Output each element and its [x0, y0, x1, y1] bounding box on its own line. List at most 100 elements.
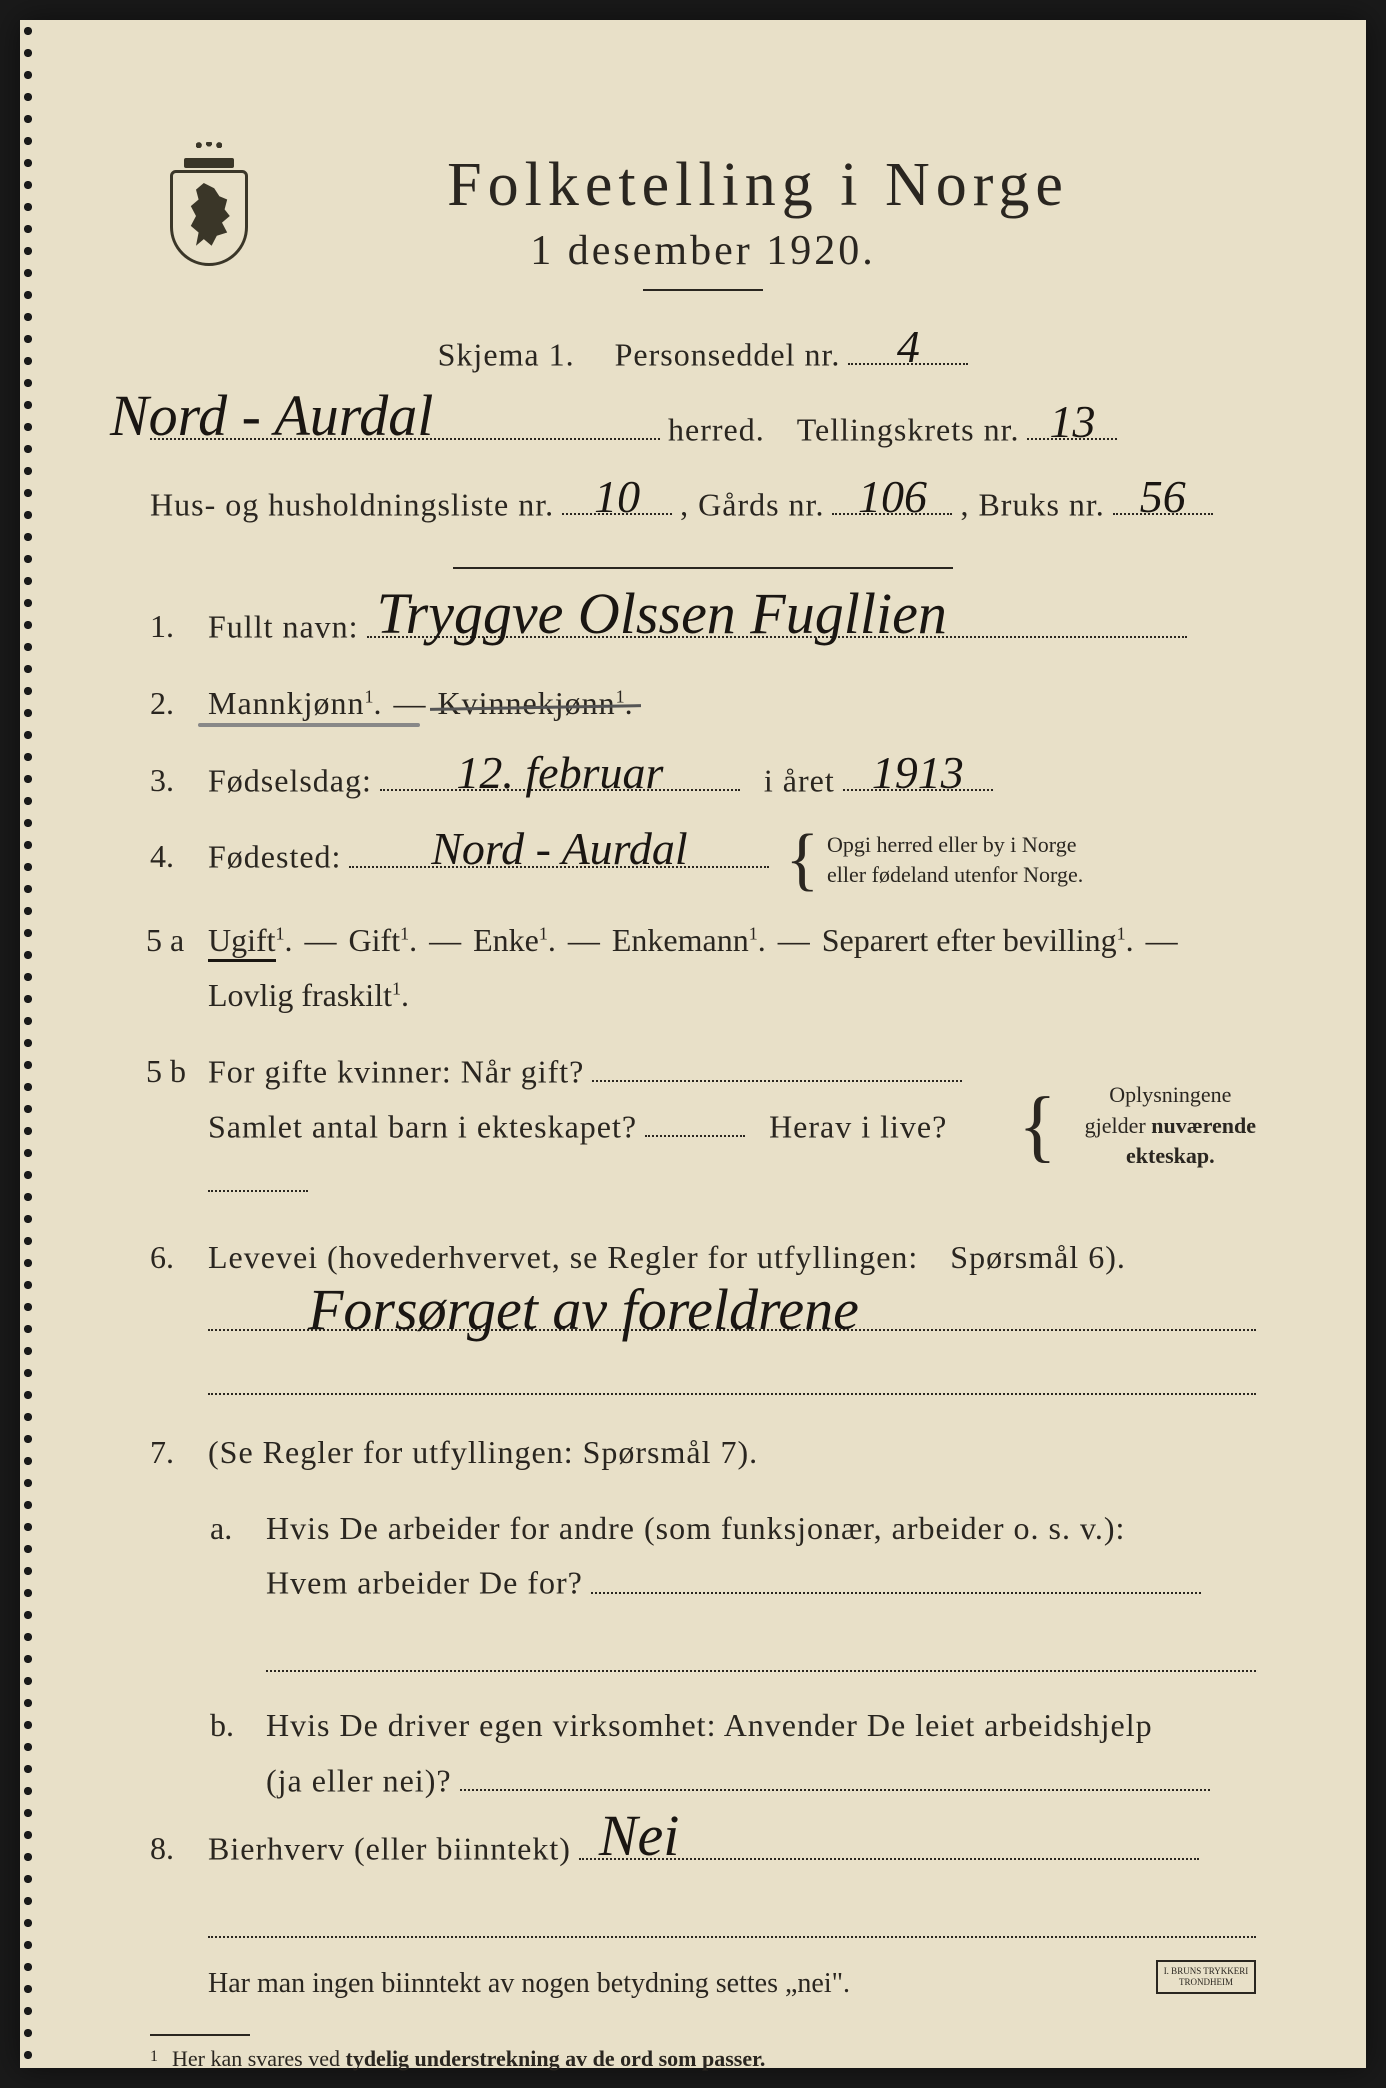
q5b-num: 5 b [146, 1044, 186, 1098]
q7a-num: a. [210, 1501, 232, 1555]
q1-row: 1. Fullt navn: Tryggve Olssen Fugllien [150, 599, 1256, 654]
q3-label: Fødselsdag: [208, 762, 372, 798]
q7-label: (Se Regler for utfyllingen: Spørsmål 7). [208, 1434, 758, 1470]
q8-row: 8. Bierhverv (eller biinntekt) Nei [150, 1821, 1256, 1938]
q4-label: Fødested: [208, 839, 341, 875]
q2-kvinne-struck: Kvinnekjønn1. [438, 685, 633, 721]
label-bruks: , Bruks nr. [960, 486, 1104, 522]
q3-label-year: i året [764, 762, 835, 798]
q2-dash: — [394, 685, 434, 721]
brace-icon: { [785, 832, 819, 888]
q4-num: 4. [150, 829, 174, 883]
footnote-num: 1 [150, 2048, 158, 2066]
q7b-row: b. Hvis De driver egen virksomhet: Anven… [150, 1698, 1256, 1807]
field-birth-year: 1913 [843, 753, 993, 791]
q2-opt-kvinne: Kvinnekjønn [438, 685, 616, 721]
value-personseddel-nr: 4 [848, 326, 968, 367]
value-birthplace: Nord - Aurdal [349, 828, 769, 869]
q7b-num: b. [210, 1698, 234, 1752]
brace-icon: { [1018, 1094, 1056, 1158]
section-divider [453, 567, 953, 569]
q3-num: 3. [150, 753, 174, 807]
q5b-hint-1: Oplysningene [1109, 1082, 1231, 1107]
q7a-text2: Hvem arbeider De for? [266, 1565, 583, 1601]
q7b-text2: (ja eller nei)? [266, 1762, 452, 1798]
q7-row: 7. (Se Regler for utfyllingen: Spørsmål … [150, 1425, 1256, 1479]
field-secondary-occupation: Nei [579, 1821, 1199, 1859]
q5b-hint-3: ekteskap. [1126, 1143, 1215, 1168]
q5b-label-herav: Herav i live? [769, 1108, 947, 1144]
value-tellingskrets-nr: 13 [1027, 401, 1117, 442]
q8-num: 8. [150, 1821, 174, 1875]
form-subtitle: 1 desember 1920. [150, 227, 1256, 275]
field-full-name: Tryggve Olssen Fugllien [367, 599, 1187, 637]
footnote-pre: Her kan svares ved [172, 2046, 346, 2071]
field-tellingskrets-nr: 13 [1027, 402, 1117, 440]
q4-hint: { Opgi herred eller by i Norge eller fød… [777, 830, 1083, 892]
value-herred-name: Nord - Aurdal [110, 390, 660, 442]
label-hus: Hus- og husholdningsliste nr. [150, 486, 554, 522]
stamp-line2: TRONDHEIM [1179, 1977, 1233, 1987]
q5b-row: 5 b For gifte kvinner: Når gift? Samlet … [150, 1044, 1256, 1208]
field-gards-nr: 106 [832, 477, 952, 515]
q5b-label-gifte: For gifte kvinner: Når gift? [208, 1053, 584, 1089]
footnote-divider [150, 2034, 250, 2036]
q8-label: Bierhverv (eller biinntekt) [208, 1831, 571, 1867]
q1-label: Fullt navn: [208, 609, 359, 645]
q5a-num: 5 a [146, 913, 184, 967]
footnote-bold: tydelig understrekning av de ord som pas… [346, 2046, 766, 2071]
footnote: 1 Her kan svares ved tydelig understrekn… [150, 2046, 1256, 2072]
title-divider [643, 289, 763, 291]
field-hus-nr: 10 [562, 477, 672, 515]
field-herred-name: Nord - Aurdal [150, 402, 660, 440]
field-employer-2 [266, 1632, 1256, 1672]
value-bruks-nr: 56 [1113, 476, 1213, 517]
form-title: Folketelling i Norge [150, 150, 1256, 221]
q5a-row: 5 a Ugift1. — Gift1. — Enke1. — Enkemann… [150, 913, 1256, 1022]
row-skjema: Skjema 1. Personseddel nr. 4 [150, 327, 1256, 382]
field-secondary-2 [208, 1898, 1256, 1938]
q7b-text1: Hvis De driver egen virksomhet: Anvender… [266, 1707, 1153, 1743]
q7-num: 7. [150, 1425, 174, 1479]
value-gards-nr: 106 [832, 476, 952, 517]
q5b-hint-2: gjelder nuværende [1085, 1113, 1256, 1138]
q7a-row: a. Hvis De arbeider for andre (som funks… [150, 1501, 1256, 1672]
label-personseddel: Personseddel nr. [615, 336, 841, 372]
coat-of-arms-icon [164, 142, 254, 272]
field-children-alive [208, 1153, 308, 1191]
value-occupation: Forsørget av foreldrene [308, 1284, 859, 1336]
field-hired-help [460, 1753, 1210, 1791]
stamp-line1: I. BRUNS TRYKKERI [1164, 1966, 1249, 1976]
q4-row: 4. Fødested: Nord - Aurdal { Opgi herred… [150, 829, 1256, 891]
value-full-name: Tryggve Olssen Fugllien [377, 588, 1187, 640]
q7a-text1: Hvis De arbeider for andre (som funksjon… [266, 1510, 1125, 1546]
value-birth-day: 12. februar [380, 752, 740, 793]
label-tellingskrets: Tellingskrets nr. [797, 411, 1020, 447]
form-header: Folketelling i Norge 1 desember 1920. [150, 150, 1256, 291]
q5a-ugift-selected: Ugift [208, 922, 276, 962]
field-birthplace: Nord - Aurdal [349, 829, 769, 867]
value-secondary-occupation: Nei [599, 1810, 1199, 1862]
field-occupation-2 [208, 1355, 1256, 1395]
q6-row: 6. Levevei (hovederhvervet, se Regler fo… [150, 1230, 1256, 1394]
q3-row: 3. Fødselsdag: 12. februar i året 1913 [150, 753, 1256, 808]
row-hus: Hus- og husholdningsliste nr. 10 , Gårds… [150, 477, 1256, 532]
field-occupation: Forsørget av foreldrene [208, 1291, 1256, 1331]
printer-stamp: I. BRUNS TRYKKERI TRONDHEIM [1156, 1960, 1256, 1994]
q5b-label-barn: Samlet antal barn i ekteskapet? [208, 1108, 637, 1144]
q6-label2: Spørsmål 6). [950, 1239, 1126, 1275]
q4-hint-1: Opgi herred eller by i Norge [827, 832, 1076, 857]
field-employer [591, 1555, 1201, 1593]
label-skjema: Skjema 1. [438, 336, 575, 372]
q5a-enkemann: Enkemann [612, 922, 749, 958]
q5a-fraskilt: Lovlig fraskilt [208, 977, 392, 1013]
field-birth-day: 12. februar [380, 753, 740, 791]
value-hus-nr: 10 [562, 476, 672, 517]
q2-row: 2. Mannkjønn1. — Kvinnekjønn1. [150, 676, 1256, 730]
field-marriage-year [592, 1044, 962, 1082]
q4-hint-2: eller fødeland utenfor Norge. [827, 862, 1083, 887]
field-personseddel-nr: 4 [848, 327, 968, 365]
row-herred: Nord - Aurdal herred. Tellingskrets nr. … [150, 402, 1256, 457]
field-bruks-nr: 56 [1113, 477, 1213, 515]
q6-num: 6. [150, 1230, 174, 1284]
